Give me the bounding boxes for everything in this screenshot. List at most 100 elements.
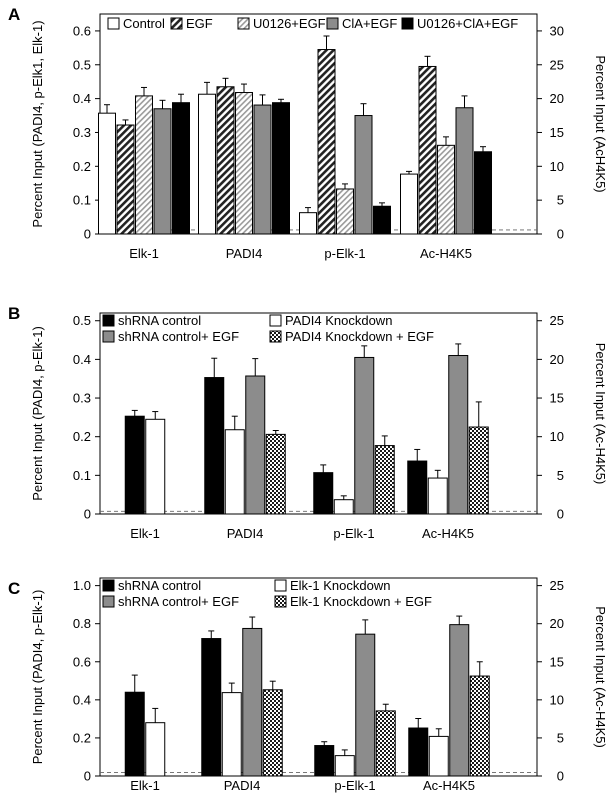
y-tick-label: 1.0	[73, 578, 91, 593]
legend-swatch	[269, 314, 282, 327]
bar	[204, 377, 225, 515]
legend-swatch	[107, 17, 120, 30]
legend-swatch	[102, 579, 115, 592]
bar	[124, 691, 145, 777]
panel-label: A	[8, 5, 20, 24]
y2-tick-label: 15	[550, 654, 564, 669]
x-tick-label: p-Elk-1	[324, 246, 365, 261]
bar	[427, 477, 448, 515]
legend-label: PADI4 Knockdown	[285, 313, 392, 328]
legend-swatch	[237, 17, 250, 30]
y-tick-label: 0.3	[73, 391, 91, 406]
y-tick-label: 0.4	[73, 692, 91, 707]
bar	[317, 49, 336, 235]
y2-tick-label: 20	[550, 91, 564, 106]
bar	[375, 710, 396, 777]
y2-axis-label: Percent Input (AcH4K5)	[593, 55, 608, 192]
legend-swatch	[102, 314, 115, 327]
bar	[407, 460, 428, 515]
y-axis-label: Percent Input (PADI4, p-Elk1, Elk-1)	[30, 20, 45, 227]
y-tick-label: 0.6	[73, 23, 91, 38]
bar	[221, 692, 242, 777]
legend-swatch	[274, 579, 287, 592]
bar	[354, 115, 373, 235]
bar	[468, 426, 489, 515]
legend-swatch	[269, 330, 282, 343]
bar	[242, 627, 263, 777]
legend-swatch	[170, 17, 183, 30]
legend-swatch	[102, 595, 115, 608]
y-tick-label: 0.4	[73, 91, 91, 106]
bar	[314, 745, 335, 777]
legend-label: shRNA control+ EGF	[118, 594, 239, 609]
bar	[334, 755, 355, 777]
bar	[135, 95, 153, 235]
bar	[336, 188, 354, 235]
y2-axis-label: Percent Input (Ac-H4K5)	[593, 343, 608, 485]
y-tick-label: 0.3	[73, 125, 91, 140]
bar	[474, 151, 492, 235]
bar	[355, 633, 376, 777]
bar	[253, 104, 272, 235]
bar	[153, 108, 172, 235]
y2-tick-label: 5	[557, 193, 564, 208]
y2-tick-label: 30	[550, 23, 564, 38]
x-tick-label: PADI4	[227, 526, 264, 541]
y-tick-label: 0.2	[73, 159, 91, 174]
bar	[400, 173, 418, 235]
bar	[201, 638, 222, 777]
y2-tick-label: 0	[557, 507, 564, 522]
legend-label: EGF	[186, 16, 213, 31]
bar	[428, 735, 449, 777]
bar	[374, 445, 395, 515]
bar	[437, 144, 455, 235]
y2-tick-label: 25	[550, 57, 564, 72]
bar	[354, 356, 375, 515]
y-tick-label: 0.8	[73, 616, 91, 631]
bar	[418, 65, 437, 235]
y2-axis-label: Percent Input (Ac-H4K5)	[593, 606, 608, 748]
y2-tick-label: 15	[550, 391, 564, 406]
y-axis-label: Percent Input (PADI4, p-Elk-1)	[30, 326, 45, 501]
bar	[116, 124, 135, 235]
legend-swatch	[326, 17, 339, 30]
bar	[262, 689, 283, 777]
y2-tick-label: 10	[550, 429, 564, 444]
legend-label: PADI4 Knockdown + EGF	[285, 329, 434, 344]
bar	[216, 86, 235, 235]
bar	[224, 429, 245, 515]
y2-tick-label: 5	[557, 730, 564, 745]
legend-label: shRNA control+ EGF	[118, 329, 239, 344]
bar	[145, 418, 166, 515]
bar	[245, 375, 266, 515]
y2-tick-label: 20	[550, 616, 564, 631]
bar	[272, 102, 290, 235]
y-tick-label: 0.6	[73, 654, 91, 669]
y-tick-label: 0	[84, 769, 91, 784]
bar	[299, 212, 317, 235]
x-tick-label: Ac-H4K5	[423, 778, 475, 793]
y2-tick-label: 10	[550, 159, 564, 174]
y2-tick-label: 25	[550, 313, 564, 328]
bar	[235, 92, 253, 235]
legend-label: U0126+ClA+EGF	[417, 16, 518, 31]
legend-label: shRNA control	[118, 313, 201, 328]
y2-tick-label: 5	[557, 468, 564, 483]
y2-tick-label: 0	[557, 769, 564, 784]
bar	[449, 624, 470, 777]
bar	[198, 93, 216, 235]
x-tick-label: p-Elk-1	[333, 526, 374, 541]
legend-label: ClA+EGF	[342, 16, 397, 31]
bar	[313, 472, 334, 515]
x-tick-label: Ac-H4K5	[420, 246, 472, 261]
bar	[333, 499, 354, 515]
legend-label: Elk-1 Knockdown + EGF	[290, 594, 432, 609]
x-tick-label: p-Elk-1	[334, 778, 375, 793]
chart-panel-c: C 0 0.2 0.4 0.6 0.8 1.0 0 5 10 15 20 25 Percent Input…	[8, 577, 608, 793]
legend-swatch	[401, 17, 414, 30]
legend-label: Control	[123, 16, 165, 31]
y2-tick-label: 10	[550, 692, 564, 707]
bar	[448, 355, 469, 515]
x-tick-label: PADI4	[226, 246, 263, 261]
